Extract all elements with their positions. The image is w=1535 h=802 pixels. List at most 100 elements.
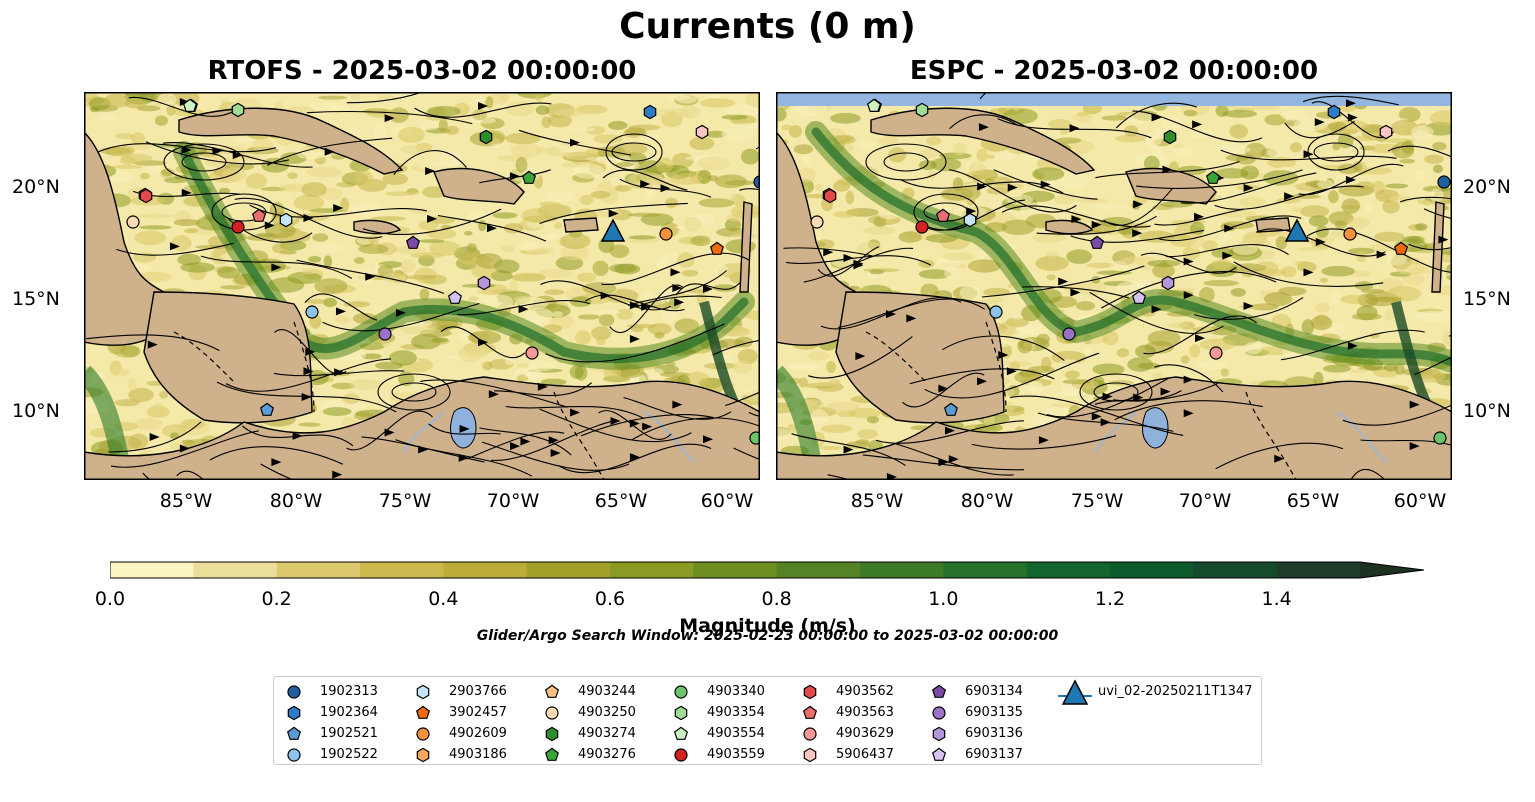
colorbar-segment xyxy=(1026,562,1111,578)
legend-marker-shape xyxy=(416,747,430,762)
legend-item: 6903137 xyxy=(929,744,1023,765)
legend-marker-icon xyxy=(415,705,431,719)
legend-marker-shape xyxy=(932,726,946,741)
legend-item: 4903562 xyxy=(800,681,894,702)
legend-marker-shape xyxy=(932,705,946,720)
legend-marker-shape xyxy=(545,726,559,741)
legend-marker-icon xyxy=(803,684,817,699)
legend-marker-shape xyxy=(931,684,947,698)
legend-marker-shape xyxy=(544,747,560,761)
legend-marker-shape xyxy=(803,726,817,741)
colorbar-tick-label: 1.2 xyxy=(1094,588,1126,610)
lon-tick-label: 75°W xyxy=(1070,490,1124,512)
legend-marker-shape xyxy=(674,684,688,699)
colorbar-tick-label: 0.2 xyxy=(261,588,292,610)
colorbar-segment xyxy=(443,562,528,578)
legend-label: 1902313 xyxy=(320,684,378,699)
float-marker-4903354 xyxy=(915,102,929,118)
legend-label: 6903136 xyxy=(965,726,1023,741)
legend-marker-icon xyxy=(674,705,688,720)
legend-marker-icon xyxy=(802,705,818,719)
glider-marker xyxy=(1284,218,1310,242)
legend-label: 4903562 xyxy=(836,684,894,699)
float-marker-4903340 xyxy=(1433,431,1447,445)
legend-marker-icon xyxy=(287,684,301,699)
map-frame xyxy=(84,92,760,480)
float-marker-4903276 xyxy=(521,170,537,184)
legend-item: 4903244 xyxy=(542,681,636,702)
legend-label: 5906437 xyxy=(836,747,894,762)
legend-label: 4903186 xyxy=(449,747,507,762)
legend-marker-icon xyxy=(544,747,560,761)
float-marker-4903563 xyxy=(251,208,267,222)
colorbar-segment xyxy=(110,562,194,578)
lon-tick-label: 80°W xyxy=(269,490,323,512)
rtofs-map xyxy=(84,92,760,480)
legend-marker-shape xyxy=(931,747,947,761)
float-marker-4903629 xyxy=(1209,346,1223,360)
legend-item: 6903134 xyxy=(929,681,1023,702)
colorbar-segment xyxy=(526,562,611,578)
colorbar-segment xyxy=(693,562,778,578)
legend-column: uvi_02-20250211T1347 xyxy=(1058,678,1252,705)
lon-tick-label: 85°W xyxy=(850,490,904,512)
legend-item: 5906437 xyxy=(800,744,894,765)
float-marker-4903563 xyxy=(935,208,951,222)
float-marker-4903629 xyxy=(525,346,539,360)
float-marker-4903554 xyxy=(182,98,198,112)
legend-marker-icon xyxy=(673,726,689,740)
lon-tick-label: 75°W xyxy=(378,490,432,512)
legend-item: 1902313 xyxy=(284,681,378,702)
legend-marker-shape xyxy=(545,705,559,720)
lat-tick-label: 15°N xyxy=(1463,288,1511,310)
legend-marker-icon xyxy=(287,705,301,720)
float-marker-6903137 xyxy=(447,290,463,304)
legend-marker-icon xyxy=(287,747,301,762)
colorbar-tick-label: 0.8 xyxy=(761,588,792,610)
legend-label: 6903134 xyxy=(965,684,1023,699)
panel-title-rtofs: RTOFS - 2025-03-02 00:00:00 xyxy=(207,56,637,86)
float-marker-1902313 xyxy=(1437,175,1451,189)
legend-item: uvi_02-20250211T1347 xyxy=(1058,678,1252,705)
legend-marker-shape xyxy=(415,705,431,719)
colorbar-segment xyxy=(1193,562,1278,578)
legend-item: 1902364 xyxy=(284,702,378,723)
float-marker-4903354 xyxy=(231,102,245,118)
lat-tick-label: 20°N xyxy=(1463,176,1511,198)
legend-label: 4902609 xyxy=(449,726,507,741)
colorbar xyxy=(110,561,1425,579)
lon-tick-label: 60°W xyxy=(1393,490,1447,512)
lon-tick-label: 65°W xyxy=(1286,490,1340,512)
legend-item: 4903354 xyxy=(671,702,765,723)
legend-item: 4903559 xyxy=(671,744,765,765)
float-marker-5906437 xyxy=(695,124,709,140)
legend-marker-shape xyxy=(674,747,688,762)
legend-label: 4903559 xyxy=(707,747,765,762)
legend-label: 3902457 xyxy=(449,705,507,720)
legend-marker-icon xyxy=(803,747,817,762)
colorbar-segment xyxy=(1110,562,1194,578)
float-marker-4902609 xyxy=(659,227,673,241)
legend-item: 4903274 xyxy=(542,723,636,744)
float-marker-4903559 xyxy=(915,220,929,234)
legend-label: 4903554 xyxy=(707,726,765,741)
colorbar-tick-label: 1.0 xyxy=(928,588,959,610)
legend-marker-icon xyxy=(674,684,688,699)
legend-marker-shape xyxy=(803,747,817,762)
legend-marker-shape xyxy=(416,726,430,741)
legend-item: 4903340 xyxy=(671,681,765,702)
legend-item: 3902457 xyxy=(413,702,507,723)
float-marker-4903250 xyxy=(810,215,824,229)
legend-marker-shape xyxy=(673,726,689,740)
no-data-band xyxy=(776,92,1452,106)
streamlines xyxy=(783,92,1452,480)
legend-marker-shape xyxy=(287,705,301,720)
streamlines xyxy=(86,92,760,480)
legend-marker-shape xyxy=(286,726,302,740)
legend-item: 1902521 xyxy=(284,723,378,744)
legend-item: 4903186 xyxy=(413,744,507,765)
legend-label: 1902521 xyxy=(320,726,378,741)
legend-label: 4903354 xyxy=(707,705,765,720)
legend-marker-shape xyxy=(416,684,430,699)
float-marker-6903134 xyxy=(1089,235,1105,249)
